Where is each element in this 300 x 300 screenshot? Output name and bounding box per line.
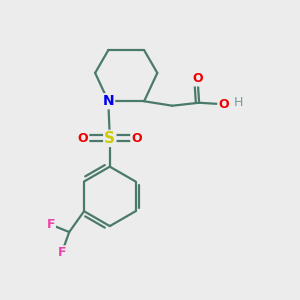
Text: O: O <box>218 98 229 111</box>
Text: N: N <box>103 94 114 108</box>
Text: O: O <box>131 132 142 145</box>
Text: O: O <box>78 132 88 145</box>
Text: S: S <box>104 131 115 146</box>
Text: F: F <box>58 246 66 259</box>
Text: H: H <box>234 96 244 109</box>
Text: F: F <box>46 218 55 231</box>
Text: O: O <box>192 73 203 85</box>
